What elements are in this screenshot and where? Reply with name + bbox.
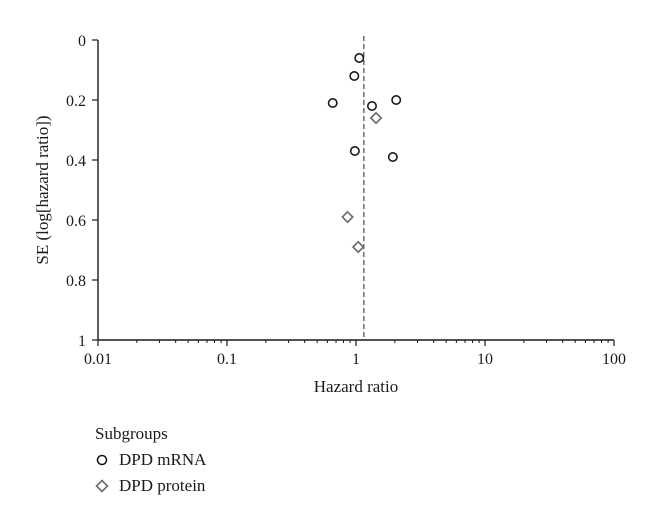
- legend-label-dpd-protein: DPD protein: [119, 476, 206, 495]
- y-tick-label: 1: [78, 333, 86, 350]
- x-tick-label: 10: [477, 351, 493, 368]
- dpd-mrna-point: [349, 71, 360, 82]
- x-axis-title: Hazard ratio: [314, 377, 398, 396]
- y-axis-title: SE (log[hazard ratio]): [33, 115, 52, 264]
- x-tick-label: 1: [352, 351, 360, 368]
- dpd-mrna-point: [327, 98, 338, 109]
- plot-axes: [97, 40, 614, 341]
- legend-title: Subgroups: [95, 424, 168, 443]
- diamond-marker-icon: [95, 479, 109, 493]
- y-tick-label: 0: [78, 33, 86, 50]
- dpd-protein-point: [351, 240, 365, 254]
- dpd-protein-point: [341, 210, 354, 224]
- y-tick-label: 0.8: [66, 273, 86, 290]
- funnel-plot: 0.01 0.1 1 10 100 0 0.2 0.4 0.6 0.8 1 Hazard ratio…: [33, 33, 626, 396]
- legend-label-dpd-mrna: DPD mRNA: [119, 450, 207, 469]
- x-tick-label: 100: [602, 351, 626, 368]
- y-tick-label: 0.2: [66, 93, 86, 110]
- dpd-protein-point: [369, 111, 383, 125]
- legend: Subgroups DPD mRNA DPD protein: [95, 424, 206, 499]
- x-tick-label: 0.01: [84, 351, 112, 368]
- dpd-mrna-point: [354, 52, 365, 63]
- x-tick-label: 0.1: [217, 351, 237, 368]
- y-tick-label: 0.4: [66, 153, 86, 170]
- data-points: [327, 52, 402, 254]
- axis-ticks: 0.01 0.1 1 10 100 0 0.2 0.4 0.6 0.8 1: [66, 33, 626, 368]
- y-tick-label: 0.6: [66, 213, 86, 230]
- dpd-mrna-point: [366, 101, 377, 112]
- legend-item-dpd-mrna: DPD mRNA: [95, 447, 206, 473]
- dpd-mrna-point: [349, 146, 360, 157]
- legend-item-dpd-protein: DPD protein: [95, 473, 206, 499]
- dpd-mrna-point: [387, 152, 398, 163]
- dpd-mrna-point: [391, 95, 402, 106]
- circle-marker-icon: [96, 454, 108, 466]
